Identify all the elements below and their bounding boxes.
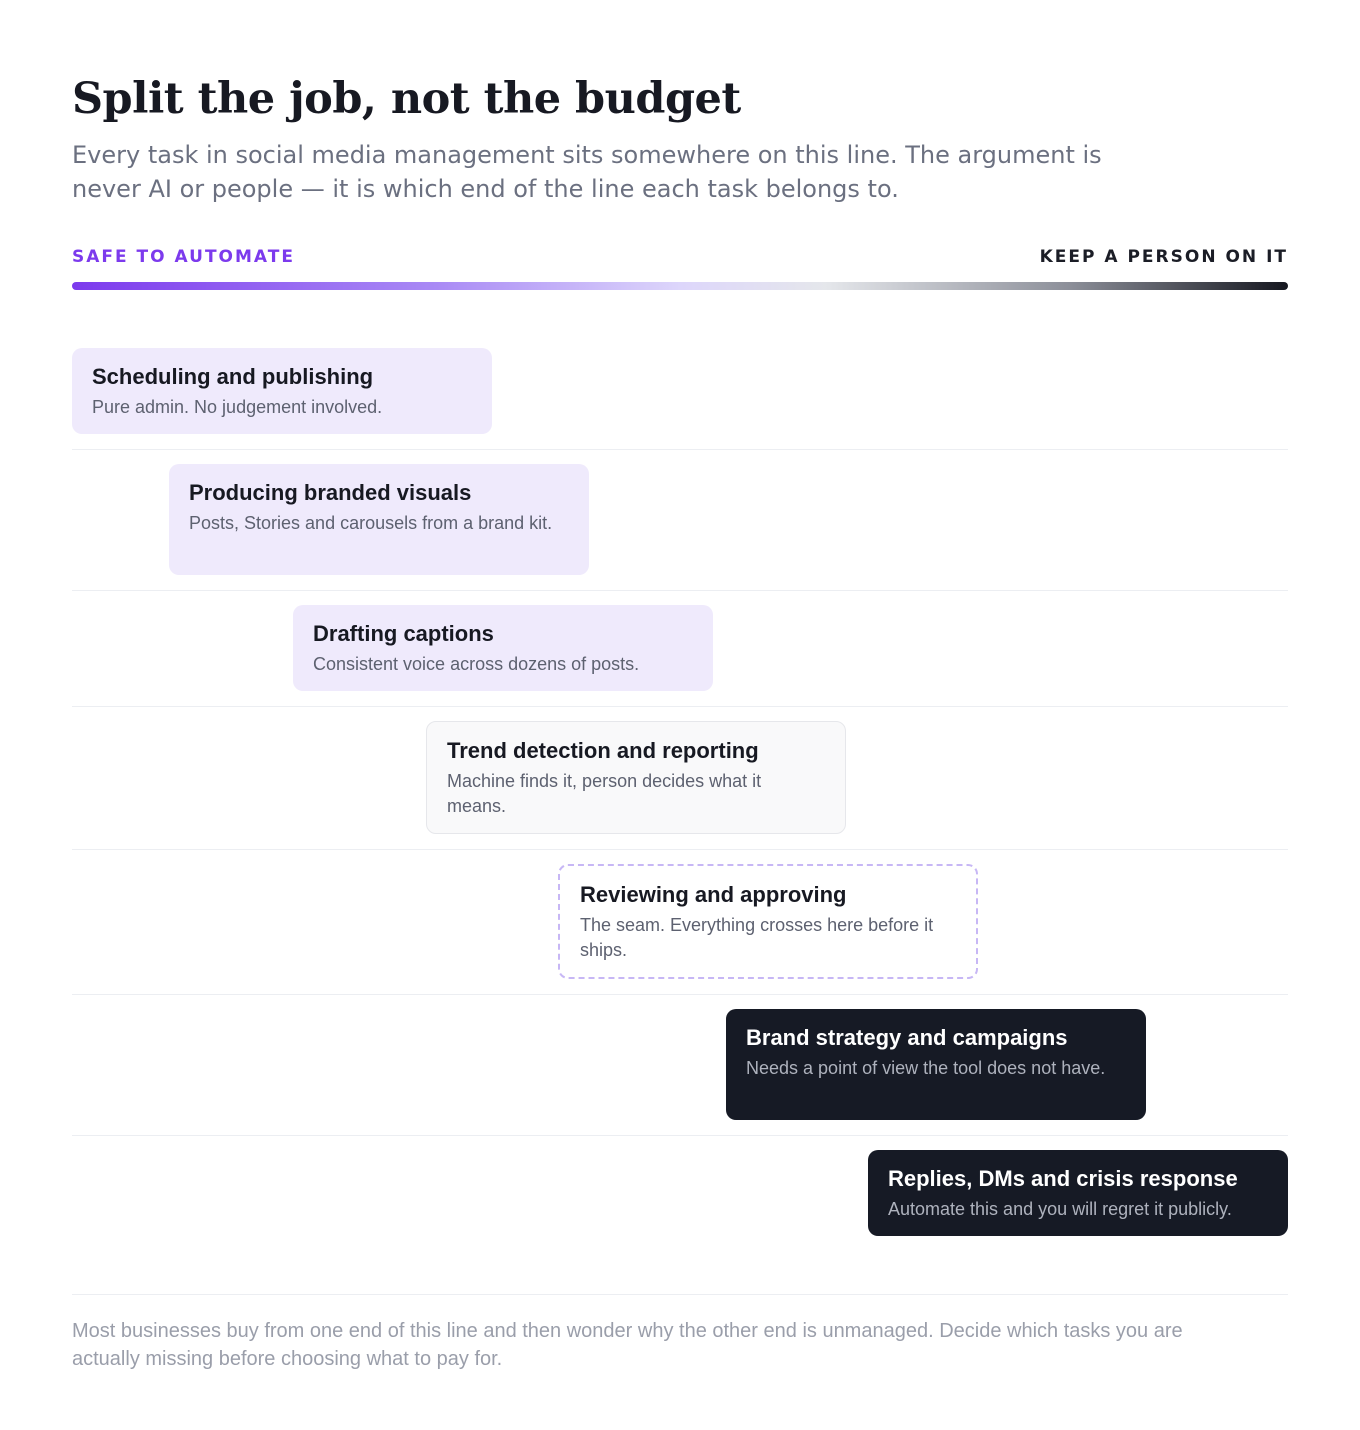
task-card-description: Pure admin. No judgement involved. [92, 397, 383, 417]
task-card-replies: Replies, DMs and crisis response Automat… [868, 1150, 1288, 1236]
scale-labels: SAFE TO AUTOMATE KEEP A PERSON ON IT [72, 246, 1288, 268]
page: Split the job, not the budget Every task… [72, 0, 1288, 1373]
task-card-description: Needs a point of view the tool does not … [746, 1058, 1106, 1078]
page-title: Split the job, not the budget [72, 74, 741, 124]
scale-gradient-bar [72, 282, 1288, 290]
page-subtitle: Every task in social media management si… [72, 141, 1102, 203]
task-rows: Scheduling and publishing Pure admin. No… [72, 348, 1288, 1236]
task-card-description: The seam. Everything crosses here before… [580, 915, 934, 960]
task-row-scheduling: Scheduling and publishing Pure admin. No… [72, 348, 1288, 450]
task-row-trends: Trend detection and reporting Machine fi… [72, 721, 1288, 850]
footer-note: Most businesses buy from one end of this… [72, 1320, 1183, 1370]
task-row-visuals: Producing branded visuals Posts, Stories… [72, 464, 1288, 591]
scale-right-label: KEEP A PERSON ON IT [1039, 247, 1288, 267]
task-card-strategy: Brand strategy and campaigns Needs a poi… [726, 1009, 1146, 1120]
task-card-title: Drafting captions [313, 621, 494, 646]
task-card-title: Reviewing and approving [580, 882, 847, 907]
task-card-title: Producing branded visuals [189, 480, 472, 505]
task-card-title: Brand strategy and campaigns [746, 1025, 1068, 1050]
task-row-review: Reviewing and approving The seam. Everyt… [72, 864, 1288, 995]
scale-left-label: SAFE TO AUTOMATE [72, 247, 295, 267]
task-card-title: Replies, DMs and crisis response [888, 1166, 1238, 1191]
task-row-strategy: Brand strategy and campaigns Needs a poi… [72, 1009, 1288, 1136]
task-row-captions: Drafting captions Consistent voice acros… [72, 605, 1288, 707]
task-card-description: Consistent voice across dozens of posts. [313, 654, 640, 674]
task-card-title: Trend detection and reporting [447, 738, 759, 763]
task-card-description: Machine finds it, person decides what it… [447, 771, 762, 816]
task-row-replies: Replies, DMs and crisis response Automat… [72, 1150, 1288, 1236]
footer-divider [72, 1294, 1288, 1295]
task-card-visuals: Producing branded visuals Posts, Stories… [169, 464, 589, 575]
task-card-review: Reviewing and approving The seam. Everyt… [558, 864, 978, 979]
task-card-trends: Trend detection and reporting Machine fi… [426, 721, 846, 834]
task-card-title: Scheduling and publishing [92, 364, 374, 389]
task-card-description: Posts, Stories and carousels from a bran… [189, 513, 553, 533]
task-card-description: Automate this and you will regret it pub… [888, 1199, 1232, 1219]
task-card-scheduling: Scheduling and publishing Pure admin. No… [72, 348, 492, 434]
task-card-captions: Drafting captions Consistent voice acros… [293, 605, 713, 691]
